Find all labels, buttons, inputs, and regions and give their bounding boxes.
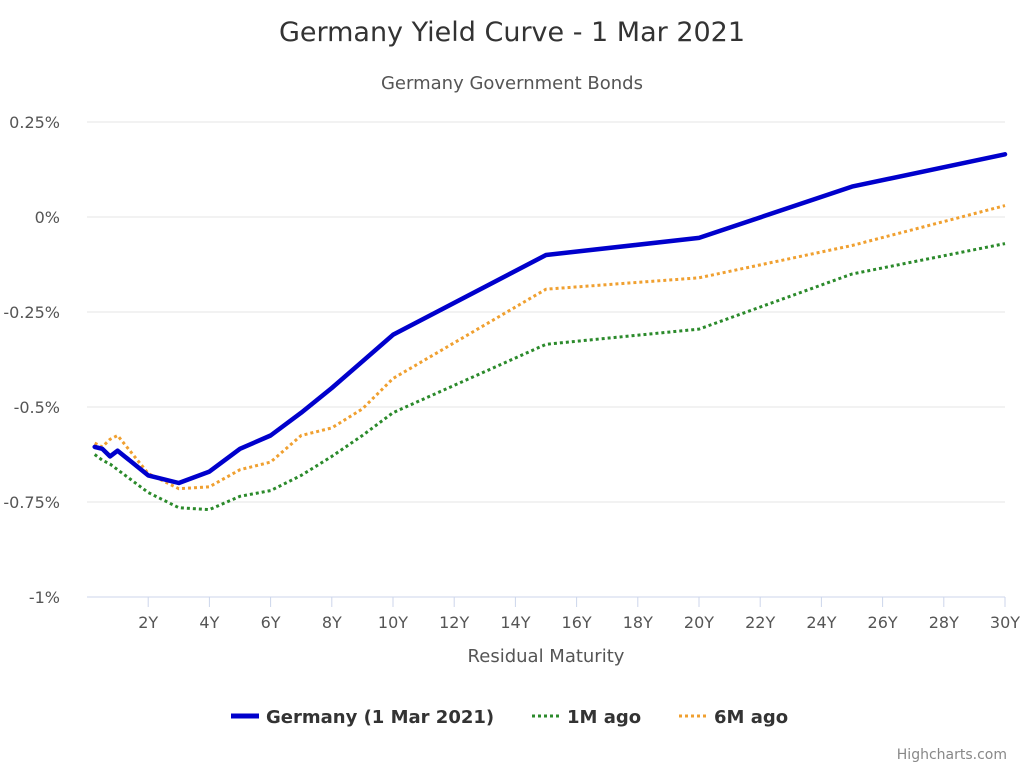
legend-item-1[interactable]: 1M ago: [532, 707, 641, 728]
x-tick-label: 2Y: [138, 613, 158, 632]
x-tick-label: 6Y: [261, 613, 281, 632]
y-tick-label: 0%: [35, 208, 60, 227]
x-tick-label: 28Y: [929, 613, 959, 632]
legend-item-2[interactable]: 6M ago: [679, 707, 788, 728]
series-line-2: [94, 204, 1006, 491]
x-tick-label: 8Y: [322, 613, 342, 632]
grid-lines: [87, 121, 1005, 598]
credits-link[interactable]: Highcharts.com: [897, 747, 1007, 763]
series-lines: [92, 152, 1008, 512]
y-axis-labels: 0.25% 0% -0.25% -0.5% -0.75% -1%: [3, 113, 60, 607]
x-axis-title: Residual Maturity: [468, 646, 625, 667]
x-tick-label: 14Y: [500, 613, 530, 632]
legend: Germany (1 Mar 2021) 1M ago 6M ago: [231, 707, 788, 728]
legend-label: Germany (1 Mar 2021): [266, 707, 494, 728]
x-tick-label: 18Y: [623, 613, 653, 632]
y-tick-label: -1%: [29, 588, 60, 607]
legend-item-0[interactable]: Germany (1 Mar 2021): [231, 707, 494, 728]
chart-title: Germany Yield Curve - 1 Mar 2021: [279, 17, 745, 48]
legend-label: 6M ago: [714, 707, 788, 728]
x-tick-label: 26Y: [868, 613, 898, 632]
x-axis: 2Y 4Y 6Y 8Y 10Y 12Y 14Y 16Y 18Y 20Y 22Y 24Y 26Y 28Y 30…: [87, 596, 1020, 632]
series-line-0: [92, 152, 1008, 486]
x-tick-label: 20Y: [684, 613, 714, 632]
chart-subtitle: Germany Government Bonds: [381, 73, 643, 94]
series-line-1: [93, 242, 1006, 512]
y-tick-label: -0.5%: [14, 398, 60, 417]
y-tick-label: 0.25%: [9, 113, 60, 132]
x-tick-label: 10Y: [378, 613, 408, 632]
x-tick-label: 4Y: [199, 613, 219, 632]
x-tick-label: 30Y: [990, 613, 1020, 632]
legend-label: 1M ago: [567, 707, 641, 728]
x-tick-label: 12Y: [439, 613, 469, 632]
x-tick-label: 24Y: [806, 613, 836, 632]
x-tick-label: 16Y: [562, 613, 592, 632]
y-tick-label: -0.25%: [3, 303, 60, 322]
x-tick-label: 22Y: [745, 613, 775, 632]
y-tick-label: -0.75%: [3, 493, 60, 512]
